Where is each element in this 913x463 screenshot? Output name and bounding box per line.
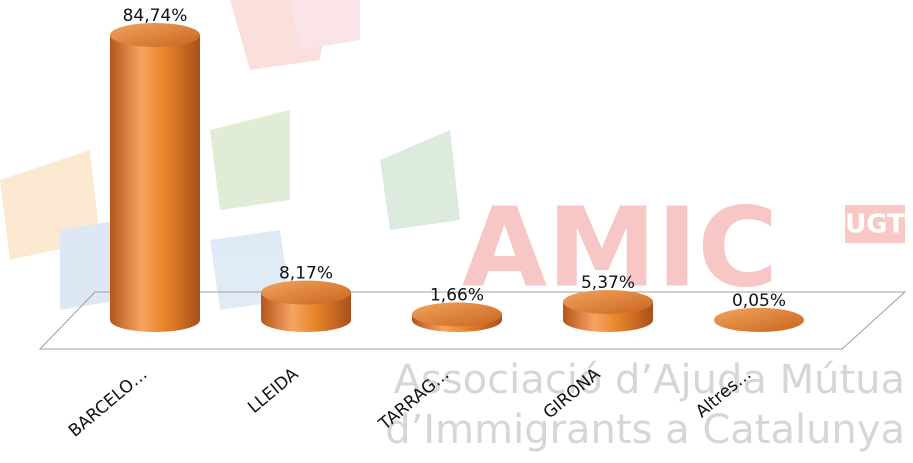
data-label: 84,74% bbox=[123, 6, 188, 26]
chart: AMIC UGT Associació d’Ajuda Mútua d’Immi… bbox=[0, 0, 913, 463]
bar-top bbox=[110, 23, 200, 47]
watermark bbox=[0, 0, 460, 310]
logo-shape bbox=[290, 0, 360, 50]
data-label: 1,66% bbox=[430, 285, 484, 305]
page: {"chart_data": {"type": "bar3d", "catego… bbox=[0, 0, 913, 463]
data-label: 8,17% bbox=[279, 264, 333, 284]
watermark-line: d’Immigrants a Catalunya bbox=[385, 407, 905, 453]
watermark-badge: UGT bbox=[845, 210, 905, 240]
bar-top bbox=[412, 302, 502, 326]
x-tick-label: BARCELO… bbox=[65, 364, 151, 441]
watermark-line: Associació d’Ajuda Mútua bbox=[394, 357, 905, 403]
bar bbox=[110, 35, 200, 332]
x-tick-label: LLEIDA bbox=[244, 364, 302, 418]
logo-shape bbox=[380, 130, 460, 230]
data-label: 5,37% bbox=[581, 273, 635, 293]
data-label: 0,05% bbox=[732, 291, 786, 311]
bar-top bbox=[563, 290, 653, 314]
bar-top bbox=[261, 281, 351, 305]
logo-shape bbox=[210, 110, 290, 210]
bar-top bbox=[714, 308, 804, 332]
